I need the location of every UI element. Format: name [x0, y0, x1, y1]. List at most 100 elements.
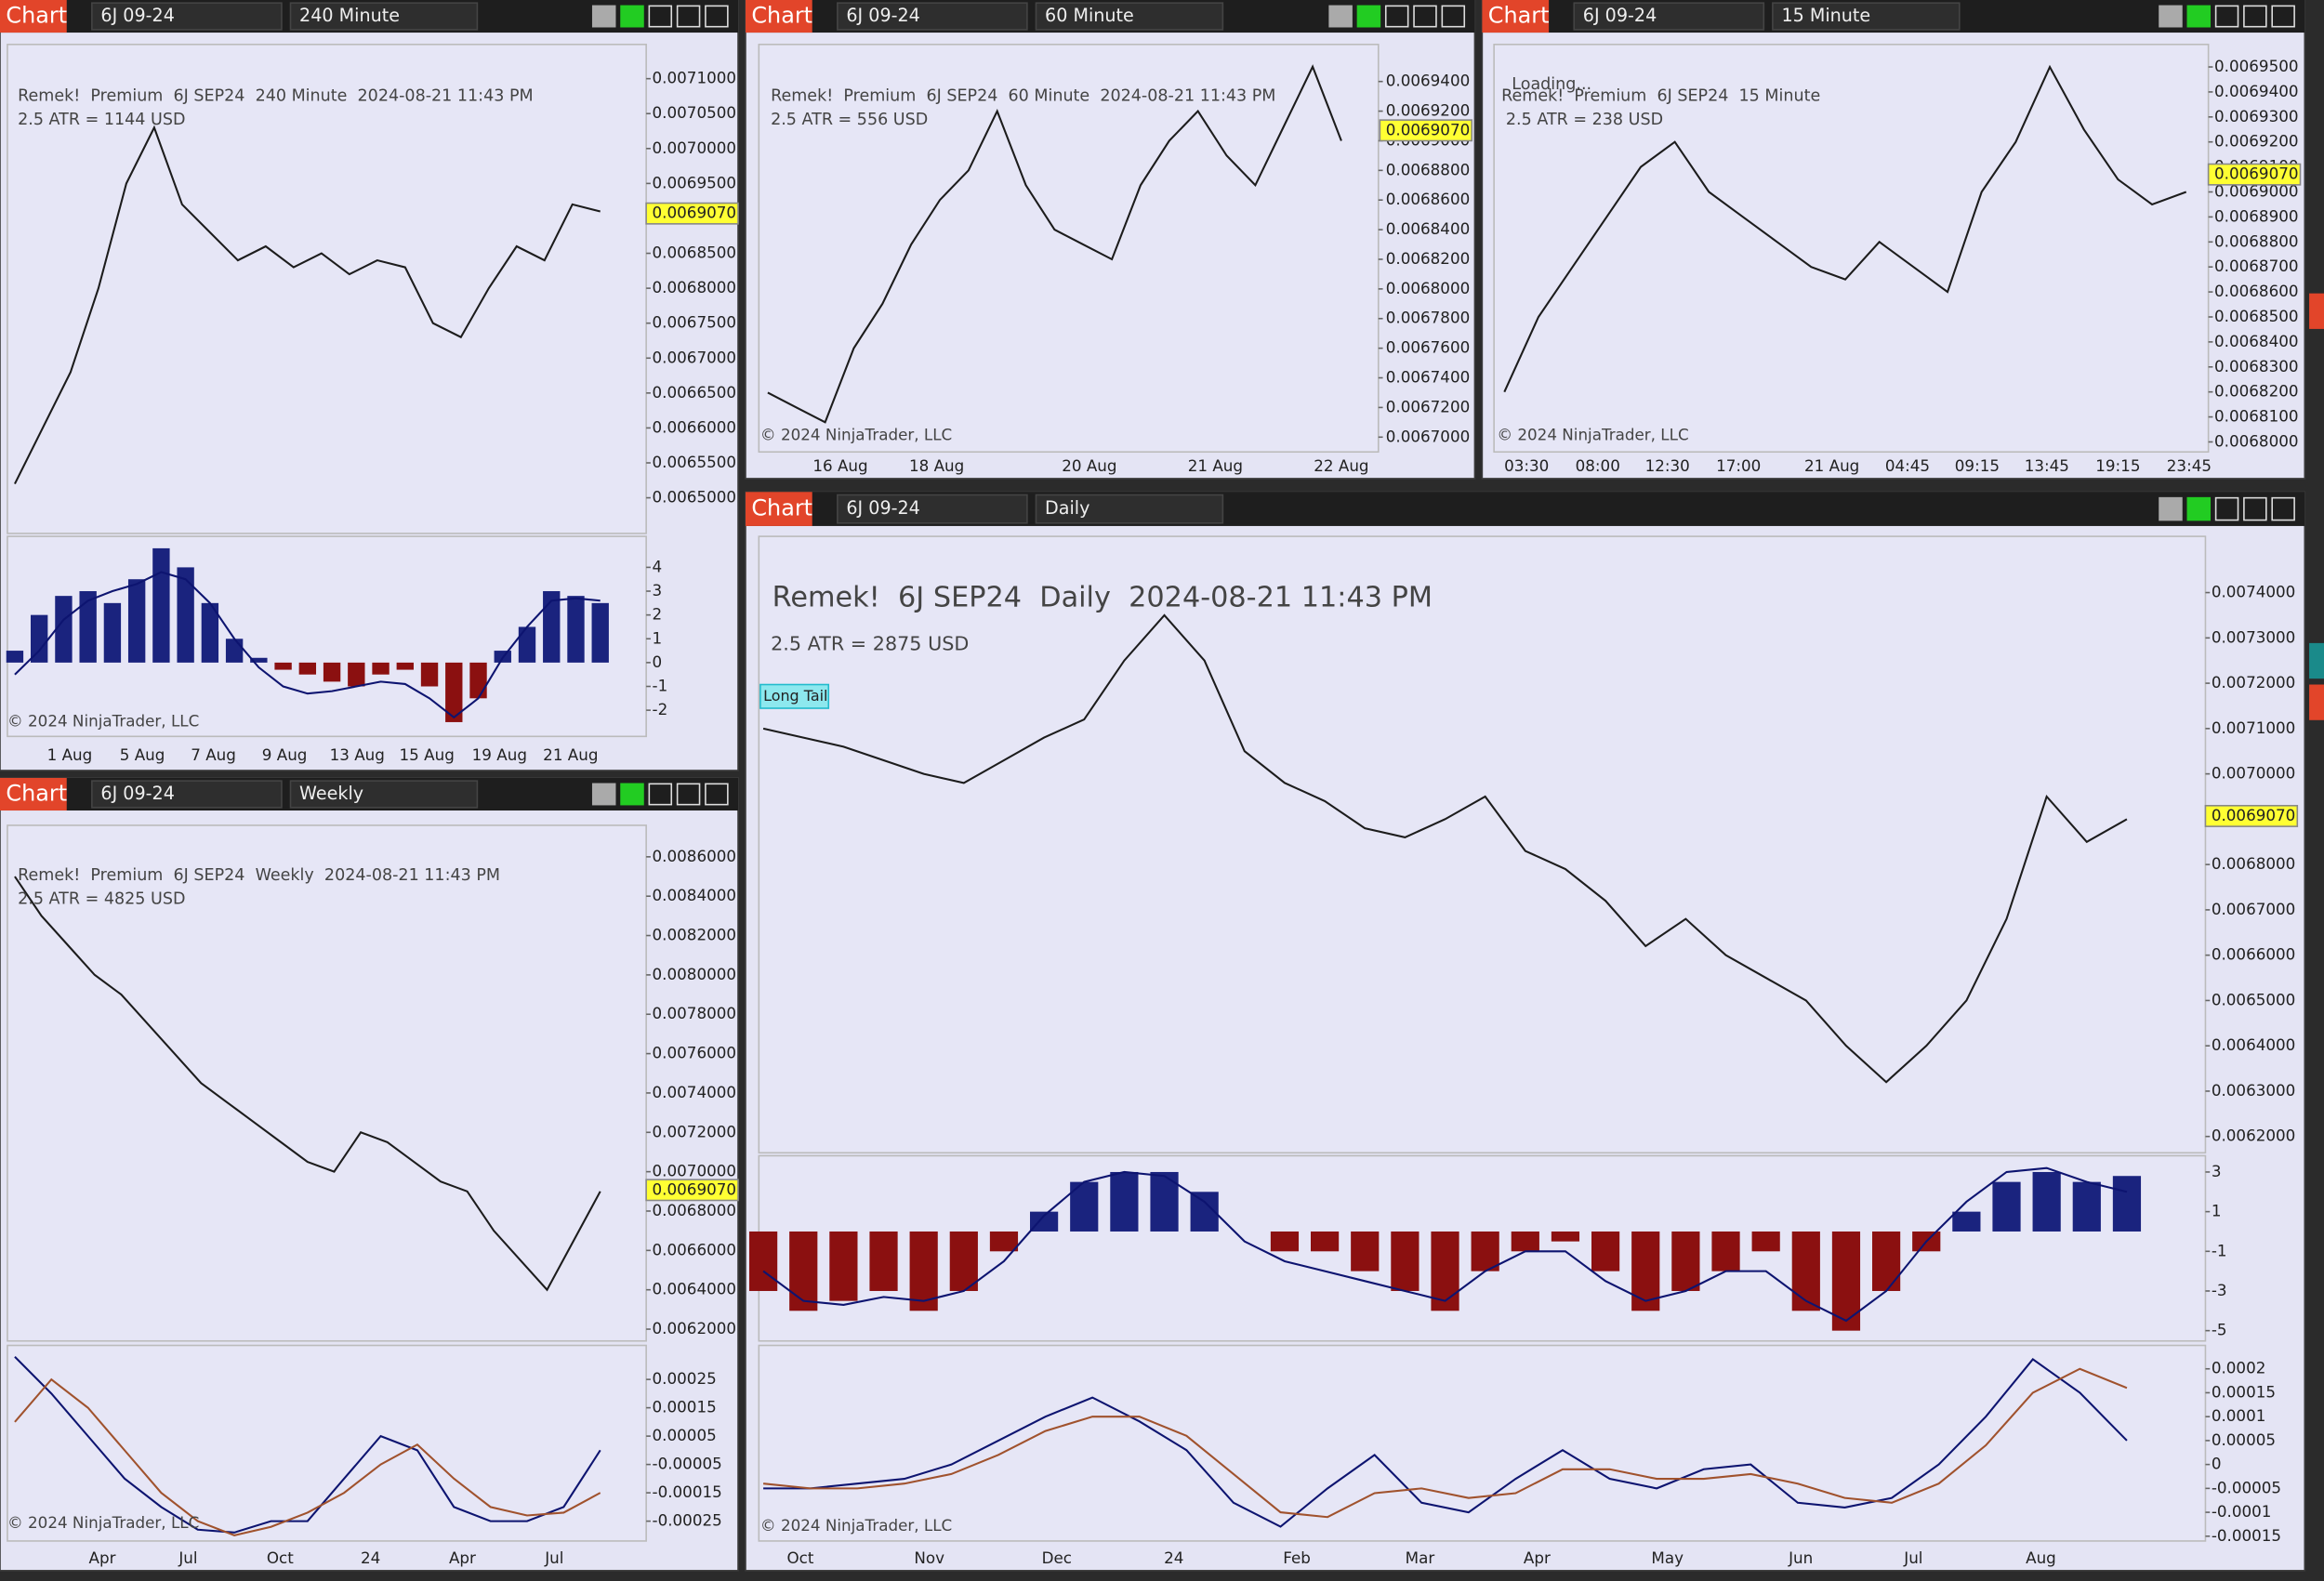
- histogram-bar: [1471, 1231, 1499, 1271]
- window-button[interactable]: [591, 783, 616, 806]
- date-label: Oct: [786, 1548, 813, 1567]
- window-button[interactable]: [2243, 496, 2267, 521]
- histogram-bar: [543, 591, 561, 663]
- window-button[interactable]: [1413, 5, 1437, 28]
- instrument-dropdown[interactable]: [837, 494, 1028, 524]
- price-tick-label: 0.0068600: [1386, 190, 1471, 208]
- window-button[interactable]: [676, 5, 701, 28]
- indicator-tick-label: 1: [2212, 1202, 2222, 1220]
- window-button[interactable]: [648, 5, 673, 28]
- histogram-bar: [79, 591, 97, 663]
- window-button[interactable]: [2186, 496, 2212, 521]
- window-button[interactable]: [620, 783, 644, 806]
- window-button[interactable]: [648, 783, 673, 806]
- instrument-dropdown[interactable]: [837, 2, 1028, 31]
- last-price-box: [2207, 163, 2302, 186]
- period-dropdown[interactable]: [289, 780, 479, 809]
- indicator-tick-label: 0: [653, 652, 663, 671]
- window-button[interactable]: [1441, 5, 1466, 28]
- chart-button[interactable]: [0, 0, 67, 33]
- chart-button[interactable]: [1482, 0, 1550, 33]
- chart-button-label[interactable]: Chart: [6, 3, 67, 29]
- period-dropdown[interactable]: [1035, 2, 1224, 31]
- histogram-bar: [103, 602, 122, 663]
- chart-button[interactable]: [0, 777, 67, 811]
- price-tick-label: 0.0072000: [653, 1122, 737, 1140]
- period-label[interactable]: 60 Minute: [1045, 5, 1134, 26]
- window-button[interactable]: [1384, 5, 1409, 28]
- window-button[interactable]: [2159, 5, 2183, 28]
- last-price-label: 0.0069070: [653, 1179, 737, 1198]
- window-button[interactable]: [2159, 496, 2183, 521]
- date-label: Jun: [1788, 1548, 1813, 1567]
- chart-button[interactable]: [745, 0, 812, 33]
- atr-label: 2.5 ATR = 556 USD: [771, 111, 928, 129]
- histogram-bar: [949, 1231, 978, 1291]
- histogram-bar: [420, 662, 439, 687]
- series-line: [14, 876, 601, 1292]
- price-tick-label: 0.0073000: [2212, 627, 2296, 646]
- window-button[interactable]: [705, 5, 729, 28]
- window-button[interactable]: [676, 783, 701, 806]
- date-label: 15 Aug: [400, 745, 455, 764]
- period-label[interactable]: 15 Minute: [1781, 5, 1870, 26]
- date-label: 21 Aug: [1188, 456, 1243, 475]
- chart-button-label[interactable]: Chart: [6, 780, 67, 806]
- period-dropdown[interactable]: [1035, 494, 1224, 524]
- chart-button-label[interactable]: Chart: [751, 495, 812, 521]
- date-label: 20 Aug: [1062, 456, 1116, 475]
- window-button[interactable]: [2271, 5, 2295, 28]
- price-tick-label: 0.0065000: [653, 488, 737, 507]
- price-tick-label: 0.0067000: [653, 348, 737, 366]
- date-label: 1 Aug: [47, 745, 93, 764]
- instrument-dropdown[interactable]: [91, 780, 283, 809]
- chart-button-label[interactable]: Chart: [1488, 3, 1550, 29]
- period-label[interactable]: Weekly: [299, 783, 363, 804]
- date-label: 03:30: [1504, 456, 1549, 475]
- histogram-bar: [152, 547, 170, 663]
- window-button[interactable]: [1356, 5, 1381, 28]
- window-button[interactable]: [2214, 496, 2239, 521]
- histogram-bar: [31, 614, 48, 663]
- window-button[interactable]: [2243, 5, 2267, 28]
- price-tick-label: 0.0068000: [2214, 431, 2299, 450]
- series-line: [763, 1358, 2128, 1528]
- instrument-label[interactable]: 6J 09-24: [846, 5, 919, 26]
- instrument-label[interactable]: 6J 09-24: [1583, 5, 1657, 26]
- histogram-bar: [225, 639, 244, 663]
- window-button[interactable]: [1328, 5, 1353, 28]
- price-tick-label: 0.0068600: [2214, 282, 2299, 300]
- instrument-label[interactable]: 6J 09-24: [100, 5, 174, 26]
- histogram-bar: [250, 657, 268, 663]
- histogram-bar: [789, 1231, 818, 1311]
- window-button[interactable]: [620, 5, 644, 28]
- period-dropdown[interactable]: [289, 2, 479, 31]
- window-button[interactable]: [2214, 5, 2239, 28]
- chart-button[interactable]: [745, 492, 812, 526]
- chart-header: Remek! Premium 6J SEP24 240 Minute 2024-…: [18, 87, 534, 106]
- price-tick-label: 0.0086000: [653, 847, 737, 865]
- period-label[interactable]: 240 Minute: [299, 5, 400, 26]
- instrument-dropdown[interactable]: [91, 2, 283, 31]
- instrument-label[interactable]: 6J 09-24: [100, 783, 174, 804]
- period-label[interactable]: Daily: [1045, 497, 1089, 519]
- histogram-bar: [1791, 1231, 1820, 1311]
- window-button[interactable]: [2271, 496, 2295, 521]
- instrument-dropdown[interactable]: [1573, 2, 1765, 31]
- window-button[interactable]: [2186, 5, 2212, 28]
- period-dropdown[interactable]: [1772, 2, 1961, 31]
- histogram-bar: [1150, 1171, 1179, 1232]
- window-button[interactable]: [705, 783, 729, 806]
- chart-button-label[interactable]: Chart: [751, 3, 812, 29]
- price-tick-label: 0.0069400: [2214, 82, 2299, 100]
- price-tick-label: 0.0069400: [1386, 72, 1471, 90]
- window-button[interactable]: [591, 5, 616, 28]
- price-tick-label: 0.0064000: [653, 1280, 737, 1298]
- histogram-bar: [469, 662, 487, 699]
- price-tick-label: 0.0070500: [653, 103, 737, 122]
- price-tick-label: 0.0069200: [1386, 101, 1471, 120]
- price-tick-label: 0.0062000: [2212, 1126, 2296, 1145]
- copyright: © 2024 NinjaTrader, LLC: [7, 711, 199, 730]
- price-tick-label: 0.0068000: [1386, 279, 1471, 297]
- instrument-label[interactable]: 6J 09-24: [846, 497, 919, 519]
